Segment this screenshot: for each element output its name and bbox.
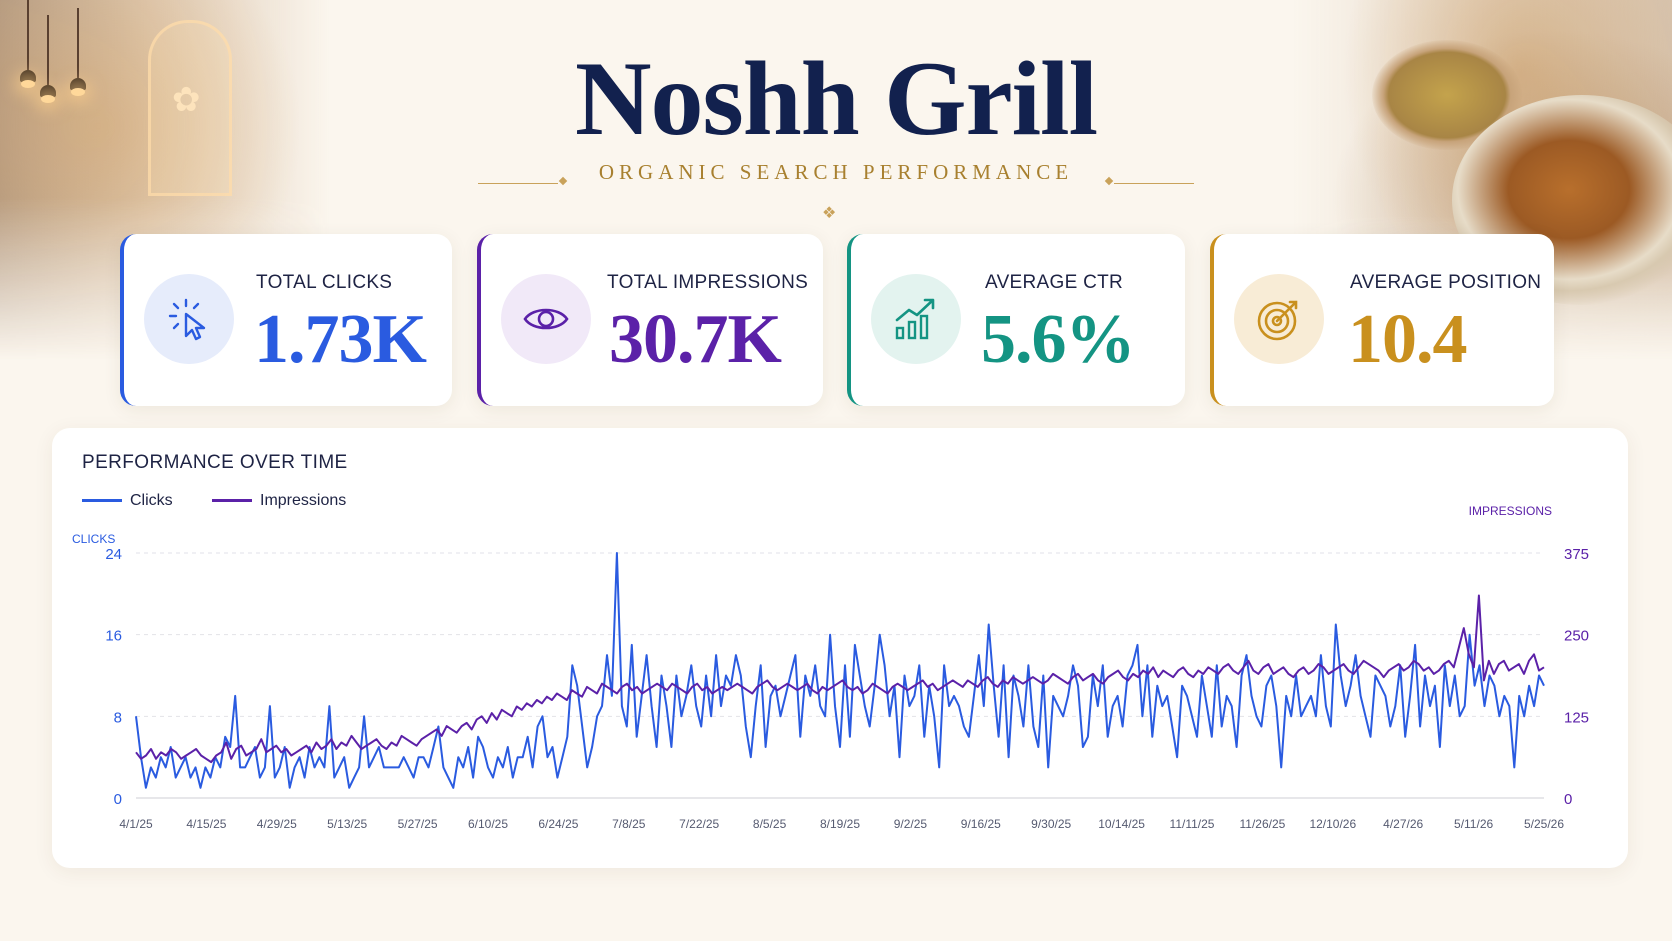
x-tick-label: 4/27/26 <box>1383 817 1423 831</box>
divider-right <box>1114 183 1194 184</box>
performance-line-chart: CLICKS IMPRESSIONS 0 8 16 24 0 125 250 375 4/1… <box>72 504 1589 831</box>
target-icon <box>1234 274 1324 364</box>
kpi-value: 5.6% <box>981 301 1135 378</box>
kpi-card-clicks: TOTAL CLICKS 1.73K <box>120 234 452 406</box>
kpi-card-position: AVERAGE POSITION 10.4 <box>1210 234 1554 406</box>
kpi-card-impressions: TOTAL IMPRESSIONS 30.7K <box>477 234 823 406</box>
x-tick-label: 6/10/25 <box>468 817 508 831</box>
x-tick-label: 4/15/25 <box>186 817 226 831</box>
eye-icon <box>501 274 591 364</box>
page-title: Noshh Grill <box>574 40 1098 157</box>
bar-chart-trend-icon <box>871 274 961 364</box>
kpi-value: 10.4 <box>1348 301 1467 378</box>
x-tick-label: 11/26/25 <box>1239 817 1285 831</box>
x-tick-label: 8/19/25 <box>820 817 860 831</box>
ornament-icon: ✿ <box>172 81 201 119</box>
series-line-impressions <box>135 594 1545 764</box>
performance-chart-card: PERFORMANCE OVER TIME Clicks Impressions… <box>52 428 1628 868</box>
y2-tick-label: 0 <box>1564 791 1572 808</box>
x-tick-label: 11/11/25 <box>1170 817 1215 831</box>
x-tick-label: 9/16/25 <box>961 817 1001 831</box>
x-tick-label: 12/10/26 <box>1309 817 1356 831</box>
legend-item-impressions[interactable]: Impressions <box>212 492 346 510</box>
x-tick-label: 5/11/26 <box>1454 817 1493 831</box>
x-tick-label: 8/5/25 <box>753 817 787 831</box>
x-tick-label: 5/27/25 <box>398 817 438 831</box>
series-line-clicks <box>135 552 1545 789</box>
kpi-label: AVERAGE POSITION <box>1350 272 1542 293</box>
legend-swatch-impressions <box>212 499 252 503</box>
pendant-lamp-decoration <box>70 8 86 96</box>
flourish-icon: ❖ <box>822 205 837 222</box>
divider-left <box>478 183 558 184</box>
y-tick-label: 24 <box>105 546 122 563</box>
kpi-label: TOTAL CLICKS <box>256 272 393 293</box>
page-subtitle: ORGANIC SEARCH PERFORMANCE <box>598 160 1074 184</box>
y2-tick-label: 375 <box>1564 546 1589 563</box>
kpi-label: TOTAL IMPRESSIONS <box>607 272 809 293</box>
right-axis-title: IMPRESSIONS <box>1469 504 1552 518</box>
kpi-value: 1.73K <box>254 301 427 378</box>
cursor-click-icon <box>144 274 234 364</box>
x-tick-label: 9/2/25 <box>894 817 928 831</box>
legend-label: Impressions <box>260 492 347 509</box>
left-axis-title: CLICKS <box>72 532 115 546</box>
kpi-label: AVERAGE CTR <box>985 272 1124 293</box>
y2-tick-label: 250 <box>1564 628 1589 645</box>
x-tick-label: 4/1/25 <box>119 817 153 831</box>
x-tick-label: 4/29/25 <box>257 817 297 831</box>
legend-label: Clicks <box>130 492 173 509</box>
x-tick-label: 5/13/25 <box>327 817 367 831</box>
chart-title: PERFORMANCE OVER TIME <box>82 452 348 473</box>
arch-decoration <box>148 20 232 196</box>
legend-item-clicks[interactable]: Clicks <box>82 492 173 510</box>
kpi-card-ctr: AVERAGE CTR 5.6% <box>847 234 1185 406</box>
x-tick-label: 7/8/25 <box>612 817 646 831</box>
x-tick-label: 7/22/25 <box>679 817 719 831</box>
y-tick-label: 8 <box>114 709 122 726</box>
pendant-lamp-decoration <box>40 15 56 103</box>
x-tick-label: 10/14/25 <box>1098 817 1145 831</box>
x-tick-label: 5/25/26 <box>1524 817 1564 831</box>
pendant-lamp-decoration <box>20 0 36 88</box>
legend-swatch-clicks <box>82 499 122 503</box>
y2-tick-label: 125 <box>1564 709 1589 726</box>
x-tick-label: 6/24/25 <box>538 817 578 831</box>
y-tick-label: 16 <box>105 628 122 645</box>
x-tick-label: 9/30/25 <box>1031 817 1071 831</box>
y-tick-label: 0 <box>114 791 122 808</box>
kpi-value: 30.7K <box>609 301 782 378</box>
